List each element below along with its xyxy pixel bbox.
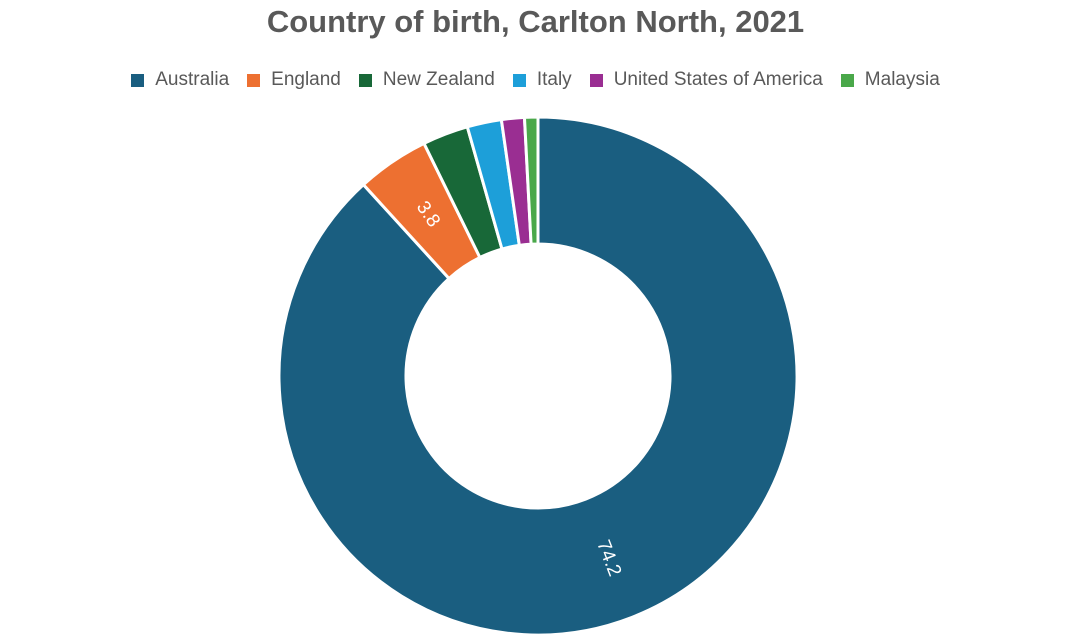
legend-label: England [271, 69, 341, 90]
slice-australia [277, 115, 799, 637]
legend-label: Australia [155, 69, 230, 90]
legend-item-malaysia: Malaysia [840, 69, 940, 91]
legend-item-new-zealand: New Zealand [358, 69, 495, 91]
legend-swatch [512, 73, 526, 87]
legend-label: Malaysia [864, 69, 940, 90]
legend-label: Italy [536, 69, 572, 90]
chart-title: Country of birth, Carlton North, 2021 [266, 4, 805, 39]
legend-item-united-states-of-america: United States of America [589, 69, 823, 91]
slice-malaysia [522, 115, 540, 246]
legend-item-england: England [247, 69, 341, 91]
legend-label: New Zealand [382, 69, 495, 90]
legend-swatch [358, 73, 372, 87]
legend: Australia England New Zealand Italy United S… [0, 67, 1071, 93]
legend-swatch [840, 73, 854, 87]
legend-swatch [131, 73, 145, 87]
legend-item-australia: Australia [131, 69, 229, 91]
legend-label: United States of America [613, 69, 823, 90]
legend-swatch [247, 73, 261, 87]
legend-swatch [589, 73, 603, 87]
legend-item-italy: Italy [512, 69, 572, 91]
